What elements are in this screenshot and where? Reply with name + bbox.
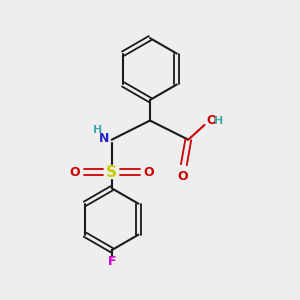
Text: F: F bbox=[107, 255, 116, 268]
Text: H: H bbox=[93, 125, 102, 135]
Text: S: S bbox=[106, 165, 117, 180]
Text: O: O bbox=[143, 166, 154, 178]
Text: O: O bbox=[177, 170, 188, 183]
Text: N: N bbox=[99, 132, 110, 145]
Text: H: H bbox=[214, 116, 223, 126]
Text: O: O bbox=[70, 166, 80, 178]
Text: O: O bbox=[206, 114, 217, 127]
